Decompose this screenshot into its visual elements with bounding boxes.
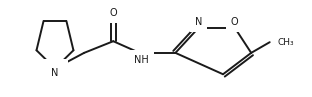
Text: O: O bbox=[231, 17, 238, 27]
Text: NH: NH bbox=[134, 55, 149, 65]
Text: N: N bbox=[195, 17, 202, 27]
Text: O: O bbox=[110, 8, 117, 18]
Text: N: N bbox=[51, 68, 59, 78]
Text: CH₃: CH₃ bbox=[277, 38, 294, 47]
